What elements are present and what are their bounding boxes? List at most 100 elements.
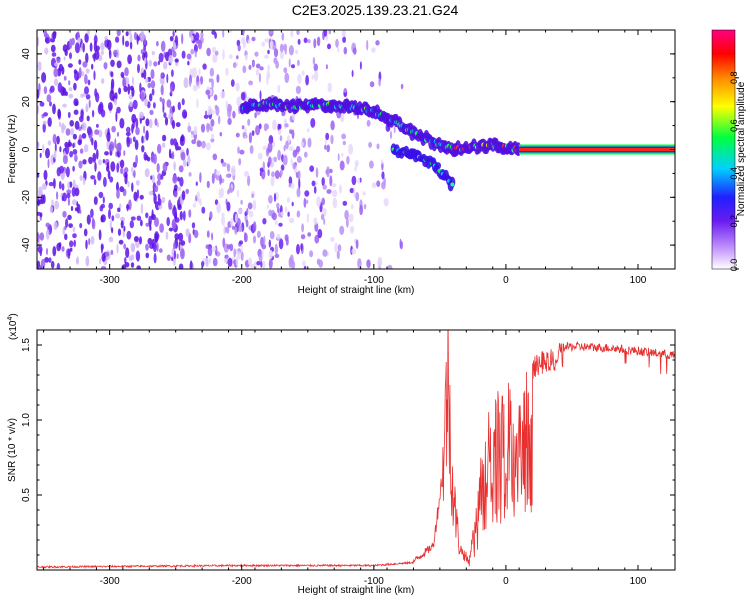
spectrogram-cell (226, 226, 230, 234)
spectrogram-cell (348, 143, 354, 155)
spectrogram-cell (393, 126, 396, 134)
spectrogram-cell (193, 125, 198, 136)
spectrogram-cell (123, 150, 126, 157)
spectrogram-cell (177, 101, 181, 111)
spectrogram-cell (225, 67, 229, 76)
spectrogram-cell (128, 94, 133, 100)
spectrogram-cell (350, 204, 354, 210)
spectrogram-cell (72, 233, 77, 239)
spectrogram-cell (124, 257, 127, 264)
spectrogram-cell (281, 111, 286, 117)
spectrogram-cell (285, 140, 289, 150)
spec-xtick-label-0: -300 (100, 275, 120, 286)
spectrogram-cell (145, 212, 149, 219)
spectrogram-cell (185, 188, 189, 194)
spectrogram-cell (93, 196, 98, 206)
spectrogram-cell (169, 36, 174, 42)
spectrogram-cell (353, 187, 356, 198)
spectrogram-cell (215, 106, 220, 116)
spectrogram-cell (120, 71, 125, 78)
spectrogram-cell (44, 257, 50, 263)
spectrogram-cell (41, 72, 47, 83)
spectrogram-cell (289, 217, 295, 224)
spectrogram-cell (235, 213, 238, 223)
spectrogram-cell (273, 156, 277, 163)
spectrogram-cell (69, 151, 73, 158)
spectrogram-cell (272, 140, 276, 148)
spectrogram-cell (231, 165, 236, 177)
spectrogram-cell (307, 232, 312, 237)
spectrogram-cell (93, 139, 98, 151)
spectrogram-cell (226, 201, 231, 212)
spectrogram-cell (44, 47, 49, 55)
spectrogram-cell (52, 31, 57, 40)
spectrogram-cell (123, 225, 126, 232)
spectrogram-cell (154, 217, 159, 228)
spectrogram-cell (71, 186, 76, 197)
spectrogram-cell (68, 223, 73, 229)
spectrogram-cell (222, 30, 225, 38)
spectrogram-cell (326, 166, 330, 178)
spectrogram-cell (43, 112, 48, 117)
spectrogram-cell (207, 105, 212, 116)
spectrogram-cell (349, 187, 354, 194)
spectrogram-cell (263, 123, 268, 132)
spectrogram-cell (39, 212, 43, 218)
spectrogram-cell (242, 65, 247, 74)
spectrogram-cell (46, 229, 50, 240)
spectrogram-cell (212, 46, 217, 54)
spectrogram-cell (342, 36, 346, 43)
spectrogram-cell (323, 218, 326, 225)
spectrogram-cell (94, 161, 97, 172)
spectrogram-cell (125, 31, 129, 37)
spectrogram-cell (141, 135, 145, 144)
spectrogram-cell (289, 146, 294, 151)
snr-xtick-label-4: 100 (630, 576, 647, 587)
spectrogram-cell (141, 145, 145, 153)
spectrogram-cell (72, 149, 78, 155)
spectrogram-cell (93, 41, 97, 52)
spectrogram-cell (371, 47, 376, 53)
spectrogram-cell (146, 156, 151, 162)
spectrogram-cell (211, 134, 215, 138)
spectrogram-cell (206, 47, 211, 57)
spectrogram-cell (69, 120, 74, 127)
spectrogram-cell (62, 155, 68, 165)
spectrogram-cell (341, 152, 344, 158)
spectrogram-cell (359, 61, 362, 70)
spectrogram-cell (82, 61, 88, 68)
spectrogram-cell (339, 225, 345, 235)
spectrogram-cell (290, 158, 293, 166)
spectrogram-cell (251, 130, 255, 137)
spectrogram-cell (145, 118, 150, 127)
spectrogram-cell (68, 87, 73, 92)
spectrogram-cell (65, 218, 69, 228)
spectrogram-cell (173, 242, 176, 250)
spectrogram-cell (111, 125, 116, 133)
spectrogram-cell (240, 251, 244, 261)
spectrogram-cell (90, 235, 95, 245)
spectrogram-cell (133, 32, 138, 40)
spectrogram-cell (166, 216, 170, 227)
spectrogram-cell (227, 107, 232, 118)
spectrogram-cell (330, 134, 334, 145)
spectrogram-cell (40, 258, 46, 269)
spectrogram-cell (297, 170, 301, 181)
spectrogram-cell (332, 189, 338, 198)
spectrogram-cell (43, 86, 48, 95)
spectrogram-cell (131, 166, 134, 173)
spectrogram-cell (376, 180, 381, 187)
spectrogram-cell (137, 63, 140, 74)
spectrogram-cell (252, 61, 255, 67)
spectrogram-cell (313, 186, 317, 194)
snr-panel: -300 -200 -100 0 100 0.5 1.0 1.5 Height of stra… (7, 313, 676, 596)
spectrogram-cell (187, 155, 191, 166)
spectrogram-cell (37, 141, 40, 150)
spectrogram-cell (210, 119, 215, 127)
spectrogram-cell (214, 199, 219, 206)
spectrogram-cell (224, 254, 229, 259)
spectrogram-cell (154, 185, 159, 193)
spectrogram-cell (81, 122, 87, 131)
spectrogram-cell (290, 30, 294, 38)
spectrogram-cell (147, 101, 151, 109)
